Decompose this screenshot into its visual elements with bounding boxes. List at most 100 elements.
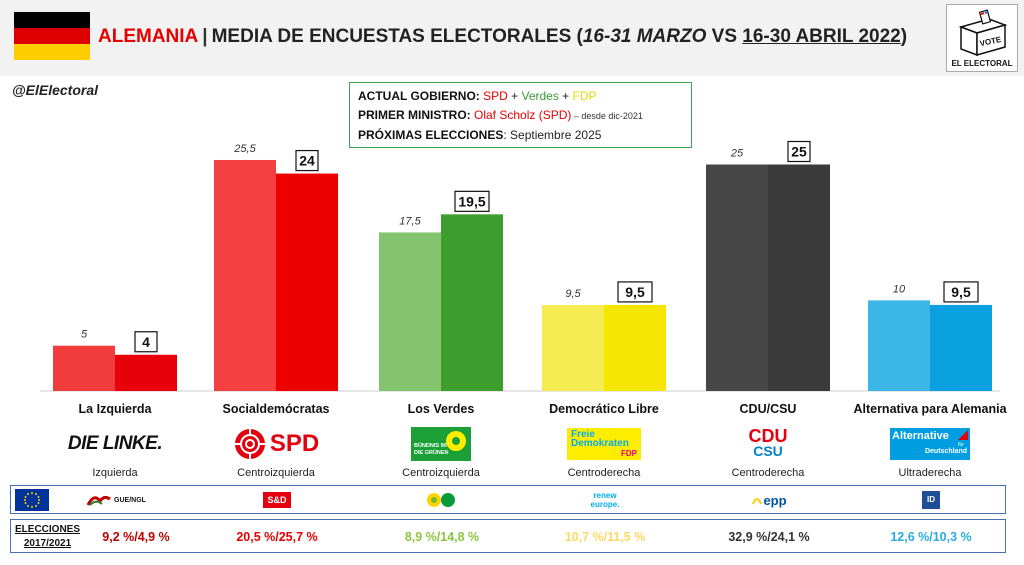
spd-rose-icon: [234, 429, 265, 459]
afd-logo-line-2: für: [958, 442, 964, 448]
fdp-logo: Freie Demokraten FDP: [519, 426, 689, 462]
label-box-april-democratico-libre: [617, 281, 653, 303]
gue-ngl-label: GUE/NGL: [114, 496, 146, 504]
afd-logo-box: Alternative für Deutschland: [890, 428, 970, 460]
page-title: ALEMANIA | MEDIA DE ENCUESTAS ELECTORALES …: [98, 26, 907, 48]
epp-icon: [752, 498, 763, 505]
title-vs: VS: [706, 26, 743, 47]
party-name-democratico-libre: Democrático Libre: [549, 402, 659, 416]
renew-europe-line-2: europe.: [590, 500, 620, 509]
header-band: ALEMANIA | MEDIA DE ENCUESTAS ELECTORALES …: [0, 0, 1024, 76]
label-march-los-verdes: 17,5: [399, 215, 421, 227]
renew-europe-line-1: renew: [593, 491, 617, 500]
elections-row-label: ELECCIONES 2017/2021: [15, 523, 80, 551]
ideology-democratico-libre: Centroderecha: [567, 467, 641, 479]
eu-group-epp: epp: [684, 489, 854, 511]
bar-march-afd: [868, 300, 930, 391]
fdp-logo-line-3: FDP: [621, 449, 637, 458]
fdp-logo-box: Freie Demokraten FDP: [567, 428, 641, 460]
label-box-april-los-verdes: [454, 190, 490, 212]
title-period-2: 16-30 ABRIL 2022: [742, 26, 901, 47]
prime-minister-line: PRIMER MINISTRO: Olaf Scholz (SPD) – des…: [358, 106, 683, 126]
government-party-spd: SPD: [483, 89, 508, 103]
die-linke-logo-text: DIE LINKE.: [67, 433, 163, 454]
afd-logo-line-1: Alternative: [892, 430, 949, 442]
label-box-april-socialdemocratas: [295, 149, 319, 172]
plus-sign: +: [558, 89, 573, 103]
twitter-handle: @ElElectoral: [12, 82, 99, 98]
eu-group-renew-europe: renew europe.: [520, 489, 690, 511]
bar-march-la-izquierda: [53, 345, 115, 391]
bar-april-socialdemocratas: [276, 173, 338, 391]
title-period-1: 16-31 MARZO: [582, 26, 707, 47]
label-box-april-cdu-csu: [787, 140, 811, 163]
elections-socialdemocratas: 20,5 %/25,7 %: [236, 530, 318, 544]
gruenen-logo: BÜNDNIS 90 DIE GRÜNEN: [356, 426, 526, 462]
bars-layer: 5 4 25,5 24 17,5 19,5 9,5 9,5 25 25 10 9,5: [53, 140, 992, 391]
prime-minister-since: – desde dic-2021: [571, 111, 643, 121]
ideology-cdu-csu: Centroderecha: [731, 467, 805, 479]
die-linke-logo: DIE LINKE.: [30, 426, 200, 462]
flag-stripe-black: [14, 12, 90, 28]
afd-logo: Alternative für Deutschland: [845, 426, 1015, 462]
elections-2017-2021-row: ELECCIONES 2017/2021 9,2 %/4,9 % 20,5 %/…: [10, 519, 1006, 553]
next-elections-label: PRÓXIMAS ELECCIONES: [358, 128, 504, 142]
gue-ngl-icon: [86, 495, 111, 506]
gruenen-logo-line-2: DIE GRÜNEN: [414, 450, 449, 456]
party-name-cdu-csu: CDU/CSU: [739, 402, 797, 416]
elections-los-verdes: 8,9 %/14,8 %: [404, 530, 480, 544]
party-name-la-izquierda: La Izquierda: [78, 402, 152, 416]
el-electoral-label: EL ELECTORAL: [951, 59, 1013, 68]
next-elections-colon: :: [503, 128, 511, 142]
elections-cdu-csu: 32,9 %/24,1 %: [728, 530, 810, 544]
bar-march-cdu-csu: [706, 164, 768, 391]
prime-minister-label: PRIMER MINISTRO:: [358, 108, 474, 122]
bar-march-socialdemocratas: [214, 159, 276, 391]
plus-sign: +: [507, 89, 522, 103]
prime-minister-name: Olaf Scholz (SPD): [474, 108, 572, 122]
flag-stripe-gold: [14, 44, 90, 60]
eu-flag-icon: [15, 489, 49, 511]
label-april-los-verdes: 19,5: [458, 193, 485, 209]
ideology-socialdemocratas: Centroizquierda: [237, 467, 315, 479]
greens-efa-icon: [427, 493, 455, 507]
ideology-la-izquierda: Izquierda: [92, 467, 138, 479]
elections-la-izquierda: 9,2 %/4,9 %: [102, 530, 170, 544]
fdp-logo-line-1: Freie: [571, 429, 595, 440]
title-main: MEDIA DE ENCUESTAS ELECTORALES: [211, 26, 572, 47]
afd-logo-line-3: Deutschland: [924, 448, 967, 455]
eu-groups-row: GUE/NGL S&D renew europe. epp ID: [10, 485, 1006, 514]
label-march-afd: 10: [893, 283, 906, 295]
label-box-april-afd: [943, 281, 979, 303]
gruenen-logo-line-1: BÜNDNIS 90: [414, 443, 447, 449]
label-april-cdu-csu: 25: [791, 144, 807, 160]
el-electoral-logo: VOTE EL ELECTORAL: [946, 4, 1018, 72]
elections-afd: 12,6 %/10,3 %: [890, 530, 972, 544]
ballot-box-icon: VOTE: [958, 9, 1008, 57]
government-party-fdp: FDP: [572, 89, 597, 103]
label-april-la-izquierda: 4: [142, 334, 150, 350]
title-separator: |: [202, 26, 208, 47]
sunflower-icon: [446, 431, 466, 451]
poll-bar-chart: 5 4 25,5 24 17,5 19,5 9,5 9,5 25 25 10 9,5: [40, 140, 1000, 392]
cdu-logo-text: CDU: [748, 426, 788, 446]
gruenen-logo-box: BÜNDNIS 90 DIE GRÜNEN: [411, 427, 471, 461]
eu-group-gue-ngl: GUE/NGL: [31, 489, 201, 511]
bar-march-los-verdes: [379, 232, 441, 391]
elections-democratico-libre: 10,7 %/11,5 %: [564, 530, 646, 544]
eu-group-id: ID: [846, 489, 1016, 511]
fdp-logo-line-2: Demokraten: [571, 438, 629, 449]
ideology-los-verdes: Centroizquierda: [402, 467, 480, 479]
label-march-democratico-libre: 9,5: [565, 288, 581, 300]
eu-group-greens-efa: [357, 489, 527, 511]
bar-april-afd: [930, 304, 992, 391]
spd-logo-text: SPD: [269, 430, 320, 457]
government-info-box: ACTUAL GOBIERNO: SPD + Verdes + FDP PRIM…: [349, 82, 692, 148]
epp-label: epp: [763, 492, 787, 508]
label-april-socialdemocratas: 24: [299, 153, 315, 169]
label-april-democratico-libre: 9,5: [625, 284, 645, 300]
ideology-afd: Ultraderecha: [898, 467, 962, 479]
bar-april-los-verdes: [441, 214, 503, 391]
cdu-csu-logo: CDU CSU: [683, 426, 853, 462]
next-elections-line: PRÓXIMAS ELECCIONES: Septiembre 2025: [358, 126, 683, 145]
